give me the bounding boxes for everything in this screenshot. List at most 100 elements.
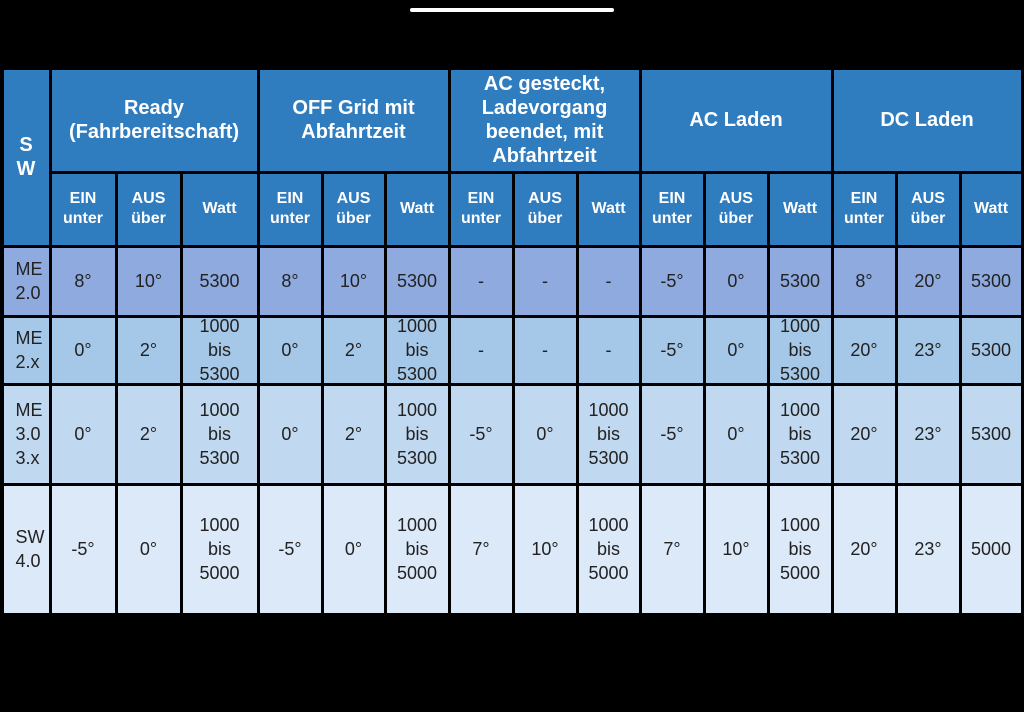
table-cell-text: - — [542, 271, 548, 291]
column-header: Watt — [578, 173, 639, 245]
table-cell-text: 8° — [74, 271, 92, 291]
table-cell-text: 0° — [281, 340, 299, 360]
table-cell-text: 1000 bis 5000 — [396, 515, 438, 583]
column-header-text: AUS über — [910, 190, 946, 227]
table-cell: 5000 — [961, 485, 1021, 613]
corner-header-text: S W — [16, 134, 36, 180]
row-label: ME 2.x — [3, 317, 49, 383]
table-cell: 0° — [705, 247, 767, 315]
table-cell-text: -5° — [660, 340, 684, 360]
group-header-text: AC Laden — [689, 109, 783, 131]
corner-header: S W — [3, 69, 49, 245]
table-cell: -5° — [641, 317, 703, 383]
table-cell: - — [450, 247, 512, 315]
table-cell: 1000 bis 5300 — [769, 316, 831, 384]
table-cell: 8° — [259, 247, 321, 315]
table-cell-text: 23° — [914, 424, 942, 444]
table-cell-text: 20° — [850, 539, 878, 559]
table-cell-text: 2° — [139, 340, 158, 360]
table-cell-text: 10° — [722, 539, 750, 559]
row-label-text: ME 3.0 3.x — [15, 400, 43, 468]
table-cell: 2° — [323, 317, 384, 383]
column-header: EIN unter — [51, 173, 115, 245]
table-cell-text: 1000 bis 5300 — [396, 400, 438, 468]
table-cell: 5300 — [769, 247, 831, 315]
table-cell: 2° — [323, 385, 384, 483]
table-cell-text: 0° — [139, 539, 158, 559]
column-header: EIN unter — [259, 173, 321, 245]
table-cell-text: 0° — [727, 340, 745, 360]
group-header: DC Laden — [833, 69, 1021, 171]
table-cell: 1000 bis 5000 — [578, 485, 639, 613]
table-cell-text: -5° — [71, 539, 95, 559]
column-header-text: Watt — [782, 200, 818, 217]
table-cell: 5300 — [961, 385, 1021, 483]
settings-table: S W Ready (Fahrbereitschaft) OFF Grid mit … — [0, 68, 1024, 644]
table-cell-text: 1000 bis 5300 — [779, 316, 821, 384]
table-cell: 23° — [897, 485, 959, 613]
table-cell: 20° — [833, 385, 895, 483]
group-header-text: AC gesteckt, Ladevorgang beendet, mit Ab… — [481, 73, 608, 167]
table-cell-text: 1000 bis 5300 — [396, 316, 438, 384]
table-cell-text: 1000 bis 5000 — [779, 515, 821, 583]
column-header-text: Watt — [399, 200, 435, 217]
table-cell-text: 2° — [344, 340, 363, 360]
table-cell-text: 23° — [914, 539, 942, 559]
column-header-text: EIN unter — [63, 190, 103, 227]
table-cell: 20° — [833, 317, 895, 383]
column-header: EIN unter — [833, 173, 895, 245]
table-cell-text: 20° — [850, 340, 878, 360]
table-cell-text: - — [605, 271, 612, 291]
table-cell: -5° — [259, 485, 321, 613]
table-cell: - — [514, 247, 576, 315]
column-header-text: AUS über — [718, 190, 754, 227]
column-header: AUS über — [514, 173, 576, 245]
table-cell-text: 0° — [344, 539, 363, 559]
row-label: ME 2.0 — [3, 247, 49, 315]
group-header: OFF Grid mit Abfahrtzeit — [259, 69, 448, 171]
table-cell: - — [578, 247, 639, 315]
table-cell: 10° — [514, 485, 576, 613]
table-cell-text: 5300 — [970, 424, 1012, 444]
table-cell: 5300 — [961, 317, 1021, 383]
column-header: Watt — [386, 173, 448, 245]
table-cell: 10° — [705, 485, 767, 613]
table-cell-text: 1000 bis 5300 — [199, 400, 240, 468]
table-cell: 5300 — [182, 247, 257, 315]
table-cell-text: 10° — [339, 271, 368, 291]
table-cell: 0° — [117, 485, 180, 613]
table-cell: 2° — [117, 385, 180, 483]
table-cell: 1000 bis 5300 — [578, 385, 639, 483]
table-cell: 0° — [51, 317, 115, 383]
table-cell: 0° — [51, 385, 115, 483]
table-cell: 8° — [51, 247, 115, 315]
table-cell: 1000 bis 5300 — [386, 316, 448, 384]
table-cell: 0° — [705, 385, 767, 483]
table-cell: 0° — [259, 385, 321, 483]
column-header-text: Watt — [591, 200, 626, 217]
table-cell: 1000 bis 5300 — [182, 316, 257, 384]
row-label-text: SW 4.0 — [15, 527, 45, 571]
table-cell: 5300 — [386, 247, 448, 315]
table-cell: 10° — [323, 247, 384, 315]
table-cell-text: - — [478, 340, 484, 360]
table-cell-text: 0° — [281, 424, 299, 444]
table-cell: 2° — [117, 317, 180, 383]
column-header-text: EIN unter — [270, 190, 310, 227]
column-header: AUS über — [705, 173, 767, 245]
table-cell-text: 0° — [536, 424, 554, 444]
table-cell: 20° — [897, 247, 959, 315]
table-cell-text: 7° — [472, 539, 490, 559]
table-cell-text: 5000 — [970, 539, 1012, 559]
column-header-text: Watt — [973, 200, 1009, 217]
table-cell-text: - — [605, 340, 612, 360]
table-cell-text: 7° — [663, 539, 681, 559]
table-cell: -5° — [51, 485, 115, 613]
table-cell: 5300 — [961, 247, 1021, 315]
table-cell-text: 5300 — [199, 271, 240, 291]
table-cell: 1000 bis 5300 — [769, 385, 831, 483]
table-cell: 0° — [323, 485, 384, 613]
table-cell: - — [578, 317, 639, 383]
table-cell-text: 8° — [855, 271, 873, 291]
column-header: EIN unter — [450, 173, 512, 245]
